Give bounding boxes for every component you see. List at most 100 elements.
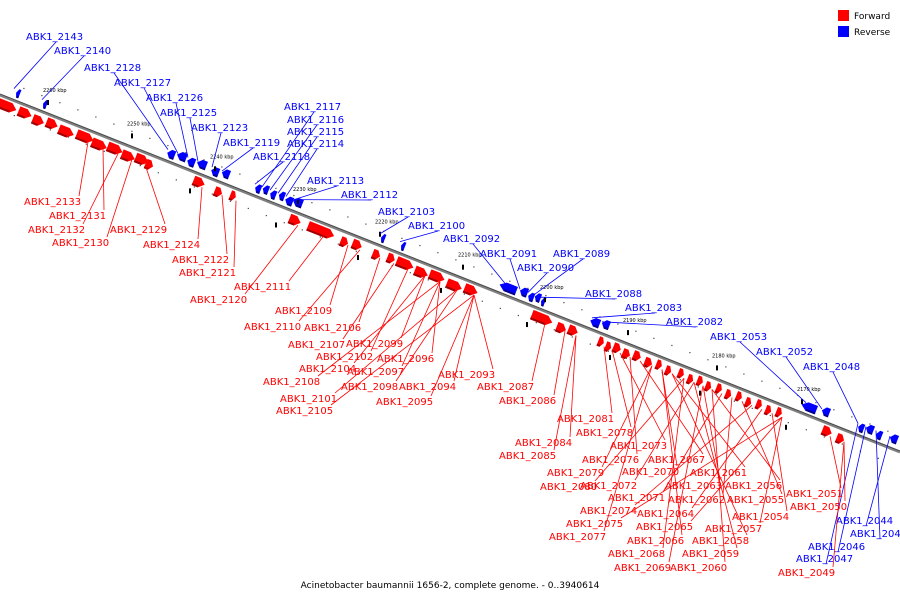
forward-gene-label-23: ABK1_2098 <box>341 382 398 393</box>
forward-gene-leader-20 <box>400 275 426 339</box>
forward-gene-label-45: ABK1_2055 <box>727 495 784 506</box>
caption: Acinetobacter baumannii 1656-2, complete… <box>301 581 600 591</box>
strand-dot <box>229 200 231 202</box>
reverse-gene-arrow-28 <box>876 430 884 441</box>
strand-dot <box>247 207 249 210</box>
forward-gene-label-34: ABK1_2076 <box>582 455 639 466</box>
strand-dot <box>545 294 547 297</box>
forward-gene-label-1: ABK1_2133 <box>24 197 81 208</box>
reverse-gene-arrow-6-shade <box>199 166 206 171</box>
forward-gene-label-40: ABK1_2072 <box>580 481 637 492</box>
strand-dot <box>697 386 699 388</box>
forward-gene-arrow-46-shade <box>763 412 768 416</box>
forward-gene-label-19: ABK1_2105 <box>276 406 333 417</box>
forward-gene-leader-13 <box>358 257 381 323</box>
forward-gene-leader-26 <box>473 294 494 370</box>
reverse-gene-label-10: ABK1_2117 <box>284 102 341 113</box>
forward-gene-label-49: ABK1_2075 <box>566 519 623 530</box>
reverse-gene-label-3: ABK1_2128 <box>84 63 141 74</box>
scale-tick <box>214 166 216 172</box>
forward-gene-label-48: ABK1_2054 <box>732 512 789 523</box>
legend-label-reverse: Reverse <box>854 28 891 38</box>
forward-gene-leader-1 <box>78 141 89 197</box>
forward-gene-arrow-31-body <box>611 342 621 354</box>
forward-gene-label-29: ABK1_2084 <box>515 438 572 449</box>
forward-gene-arrow-15-shade <box>287 221 295 226</box>
strand-dot <box>113 123 115 125</box>
forward-gene-arrow-49 <box>834 432 845 444</box>
strand-dot <box>445 286 447 288</box>
reverse-gene-arrow-14-shade <box>295 204 302 209</box>
forward-gene-arrow-44-shade <box>743 404 748 408</box>
forward-gene-label-6: ABK1_2124 <box>143 240 200 251</box>
forward-gene-arrow-4-shade <box>44 124 52 130</box>
strand-dot <box>211 193 213 195</box>
forward-gene-label-30: ABK1_2085 <box>499 451 556 462</box>
forward-gene-arrow-7-shade <box>90 144 101 151</box>
strand-dot <box>653 337 655 339</box>
forward-gene-leader-60 <box>843 441 846 502</box>
forward-gene-label-12: ABK1_2110 <box>244 322 301 333</box>
forward-gene-leader-53 <box>661 369 683 536</box>
forward-gene-label-44: ABK1_2062 <box>668 495 725 506</box>
forward-gene-label-26: ABK1_2093 <box>438 370 495 381</box>
forward-gene-leader-9 <box>244 224 299 295</box>
reverse-gene-arrow-12 <box>278 191 287 202</box>
reverse-gene-arrow-3-shade <box>168 156 174 160</box>
reverse-gene-arrow-8 <box>221 169 232 180</box>
forward-gene-arrow-45-shade <box>754 406 759 410</box>
forward-gene-label-41: ABK1_2063 <box>665 481 722 492</box>
scale-tick-label: 2240 kbp <box>210 154 234 160</box>
forward-gene-arrow-16-shade <box>306 228 328 239</box>
forward-gene-arrow-14 <box>228 190 236 201</box>
reverse-gene-arrow-24-shade <box>805 408 816 415</box>
reverse-gene-arrow-23-shade <box>603 326 609 331</box>
forward-gene-leader-22 <box>401 281 441 367</box>
strand-dot <box>257 180 259 182</box>
scale-tick <box>544 297 546 303</box>
scale-tick <box>379 231 381 237</box>
forward-gene-arrow-39-shade <box>695 382 700 387</box>
reverse-gene-arrow-11-shade <box>271 196 275 200</box>
scale-tick <box>526 322 528 328</box>
reverse-gene-leader-16 <box>379 216 409 235</box>
reverse-gene-label-11: ABK1_2116 <box>287 115 344 126</box>
reverse-gene-arrow-2-shade <box>43 106 46 110</box>
reverse-gene-arrow-27-shade <box>867 431 873 435</box>
reverse-gene-label-21: ABK1_2089 <box>553 249 610 260</box>
forward-gene-label-15: ABK1_2102 <box>316 352 373 363</box>
forward-gene-arrow-26-shade <box>529 317 546 326</box>
backbone-strand <box>0 93 900 454</box>
forward-gene-leader-31 <box>603 346 613 414</box>
scale-tick <box>440 287 442 293</box>
forward-gene-arrow-1 <box>0 98 17 113</box>
forward-gene-label-17: ABK1_2108 <box>263 377 320 388</box>
strand-dot <box>365 223 367 225</box>
reverse-gene-label-25: ABK1_2053 <box>710 332 767 343</box>
strand-dot <box>607 350 609 352</box>
reverse-gene-arrow-18-shade <box>521 294 527 298</box>
forward-gene-leader-32 <box>611 349 632 428</box>
reverse-gene-leader-18 <box>472 243 506 284</box>
forward-gene-leader-59 <box>829 436 842 489</box>
strand-dot <box>509 280 511 282</box>
forward-gene-label-22: ABK1_2097 <box>347 367 404 378</box>
reverse-gene-arrow-9 <box>255 184 263 195</box>
reverse-gene-leader-5 <box>175 102 189 158</box>
forward-gene-leader-38 <box>671 373 746 468</box>
forward-gene-arrow-25-shade <box>462 290 471 296</box>
strand-dot <box>221 166 223 168</box>
forward-gene-arrow-28-shade <box>566 331 573 336</box>
forward-gene-arrow-27-shade <box>554 329 561 334</box>
forward-gene-arrow-23-shade <box>427 276 438 283</box>
strand-dot <box>761 380 763 382</box>
scale-tick-label: 2250 kbp <box>127 121 151 127</box>
reverse-gene-arrow-24 <box>801 402 819 415</box>
forward-gene-leader-29 <box>569 335 577 438</box>
scale-tick-label: 2200 kbp <box>540 285 564 291</box>
strand-dot <box>805 429 807 431</box>
forward-gene-arrow-31 <box>611 342 621 354</box>
strand-dot <box>121 157 123 160</box>
reverse-gene-arrow-20 <box>534 293 543 303</box>
reverse-gene-leader-3 <box>113 72 169 150</box>
